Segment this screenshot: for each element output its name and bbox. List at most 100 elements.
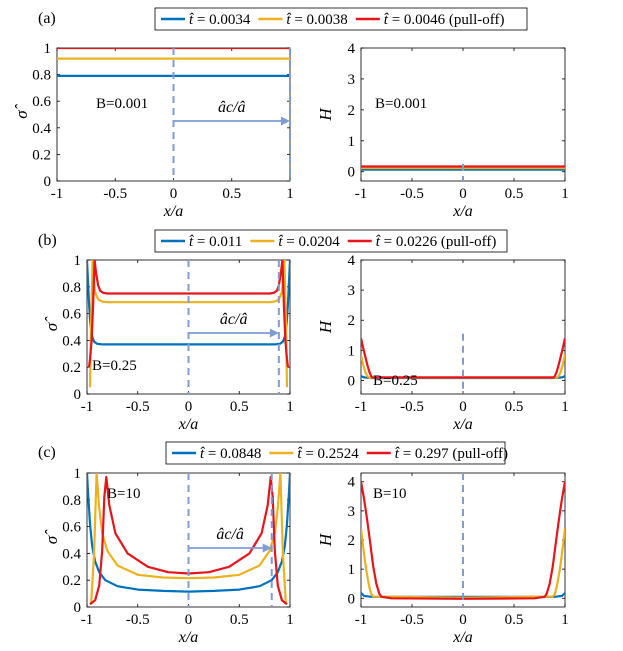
legend-box — [165, 441, 506, 465]
right-xtick-label: 1 — [561, 399, 569, 415]
right-xtick-label: -0.5 — [400, 399, 424, 415]
right-ytick-label: 2 — [348, 533, 356, 549]
right-xlabel: x/a — [452, 203, 473, 220]
right-xlabel: x/a — [452, 416, 473, 433]
left-plot: -1 -0.5 0 0.5 1 0 0.2 0.4 0.6 0.8 1 x/a σ̂ âc/â B=0.25 — [42, 253, 294, 433]
right-xtick-label: 0 — [459, 612, 467, 628]
legend: t̂ = 0.011 t̂ = 0.0204 t̂ = 0.0226 (pull-o… — [154, 229, 508, 253]
right-xlabel: x/a — [452, 629, 473, 646]
legend-label-2: t̂ = 0.0038 — [286, 12, 347, 28]
legend-label-2: t̂ = 0.0204 — [278, 234, 340, 250]
right-ytick-label: 1 — [348, 134, 356, 150]
left-xlabel: x/a — [178, 629, 199, 646]
left-ytick-label: 0.8 — [62, 493, 81, 509]
right-ylabel: H — [316, 107, 335, 122]
left-xtick-label: 1 — [286, 612, 294, 628]
left-ytick-label: 1 — [44, 41, 52, 57]
right-xtick-label: -1 — [355, 399, 368, 415]
left-ytick-label: 0.4 — [62, 546, 81, 562]
right-xtick-label: 0.5 — [505, 186, 524, 202]
right-xtick-label: -0.5 — [400, 612, 424, 628]
left-b-label: B=10 — [107, 486, 140, 502]
left-xtick-label: -0.5 — [103, 186, 127, 202]
right-xtick-label: 0 — [459, 186, 467, 202]
contact-arrow-label: âc/â — [216, 526, 244, 543]
panel-3: (c) t̂ = 0.0848 t̂ = 0.2524 t̂ = 0.297 (pul… — [38, 441, 569, 646]
left-ytick-label: 0.4 — [32, 121, 51, 137]
right-xtick-label: -1 — [355, 186, 368, 202]
left-ytick-label: 0 — [44, 174, 52, 190]
legend-label-1: t̂ = 0.0034 — [189, 12, 251, 28]
right-plot: -1 -0.5 0 0.5 1 0 1 2 3 4 x/a H B=0.001 — [316, 41, 569, 220]
left-ytick-label: 1 — [74, 466, 82, 482]
left-ytick-label: 0 — [74, 600, 82, 616]
left-ylabel: σ̂ — [42, 316, 61, 331]
left-ytick-label: 0.2 — [62, 573, 81, 589]
left-ytick-label: 0.2 — [62, 360, 81, 376]
right-b-label: B=0.25 — [373, 373, 418, 389]
panel-1: (a) t̂ = 0.0034 t̂ = 0.0038 t̂ = 0.0046 (pu… — [12, 7, 569, 220]
legend-label-3: t̂ = 0.0046 (pull-off) — [384, 12, 505, 28]
right-ytick-label: 2 — [348, 103, 356, 119]
contact-arrow-label: âc/â — [220, 311, 248, 328]
left-ytick-label: 0.6 — [62, 520, 81, 536]
legend: t̂ = 0.0848 t̂ = 0.2524 t̂ = 0.297 (pull-o… — [165, 441, 508, 465]
right-axes-box — [360, 47, 566, 182]
left-xtick-label: 0 — [170, 186, 178, 202]
legend-label-2: t̂ = 0.2524 — [297, 446, 359, 462]
left-ytick-label: 0.8 — [62, 280, 81, 296]
right-series-3 — [361, 338, 565, 379]
left-ytick-label: 0.4 — [62, 333, 81, 349]
left-ytick-label: 1 — [74, 253, 82, 269]
panel-tag: (a) — [38, 10, 56, 27]
panel-2: (b) t̂ = 0.011 t̂ = 0.0204 t̂ = 0.0226 (pul… — [38, 229, 569, 433]
left-xtick-label: 0 — [185, 399, 193, 415]
right-ytick-label: 0 — [348, 373, 356, 389]
left-plot: -1 -0.5 0 0.5 1 0 0.2 0.4 0.6 0.8 1 x/a σ̂ âc/â B=0.00… — [12, 41, 294, 220]
left-xtick-label: 0.5 — [230, 399, 249, 415]
legend: t̂ = 0.0034 t̂ = 0.0038 t̂ = 0.0046 (pull-… — [154, 7, 528, 31]
right-xtick-label: -1 — [355, 612, 368, 628]
left-xtick-label: 1 — [286, 399, 294, 415]
left-series-3 — [87, 260, 290, 368]
right-ytick-label: 0 — [348, 591, 356, 607]
panel-tag: (c) — [38, 444, 56, 461]
right-xtick-label: -0.5 — [400, 186, 424, 202]
right-xtick-label: 0.5 — [505, 399, 524, 415]
left-ylabel: σ̂ — [42, 529, 61, 544]
left-series-2 — [90, 473, 287, 605]
right-plot: -1 -0.5 0 0.5 1 0 1 2 3 4 x/a H B=10 — [316, 472, 569, 646]
left-xtick-label: -0.5 — [126, 399, 150, 415]
right-series-group — [361, 338, 565, 380]
left-xtick-label: 1 — [286, 186, 294, 202]
panel-tag: (b) — [38, 232, 57, 249]
right-ylabel: H — [316, 319, 335, 334]
right-xtick-label: 1 — [561, 186, 569, 202]
right-xtick-label: 0.5 — [505, 612, 524, 628]
right-ytick-label: 1 — [348, 562, 356, 578]
contact-arrow-head — [262, 543, 272, 553]
left-xtick-label: -1 — [51, 186, 64, 202]
contact-arrow-head — [269, 328, 279, 338]
legend-label-1: t̂ = 0.011 — [189, 234, 242, 250]
left-xtick-label: 0.5 — [230, 612, 249, 628]
right-b-label: B=0.001 — [375, 96, 427, 112]
left-ytick-label: 0 — [74, 387, 82, 403]
legend-box — [154, 7, 528, 31]
left-xtick-label: -0.5 — [126, 612, 150, 628]
left-xtick-label: 0.5 — [222, 186, 241, 202]
left-xtick-label: -1 — [81, 399, 94, 415]
left-plot: -1 -0.5 0 0.5 1 0 0.2 0.4 0.6 0.8 1 x/a σ̂ âc/â B=10 — [42, 466, 294, 646]
right-b-label: B=10 — [373, 486, 406, 502]
legend-label-3: t̂ = 0.0226 (pull-off) — [376, 234, 497, 250]
right-ytick-label: 4 — [348, 475, 356, 491]
right-ytick-label: 0 — [348, 165, 356, 181]
right-ytick-label: 1 — [348, 343, 356, 359]
legend-label-3: t̂ = 0.297 (pull-off) — [395, 446, 508, 462]
left-xlabel: x/a — [163, 203, 184, 220]
left-ytick-label: 0.8 — [32, 68, 51, 84]
left-xlabel: x/a — [178, 416, 199, 433]
left-ytick-label: 0.6 — [62, 307, 81, 323]
right-ytick-label: 3 — [348, 72, 356, 88]
